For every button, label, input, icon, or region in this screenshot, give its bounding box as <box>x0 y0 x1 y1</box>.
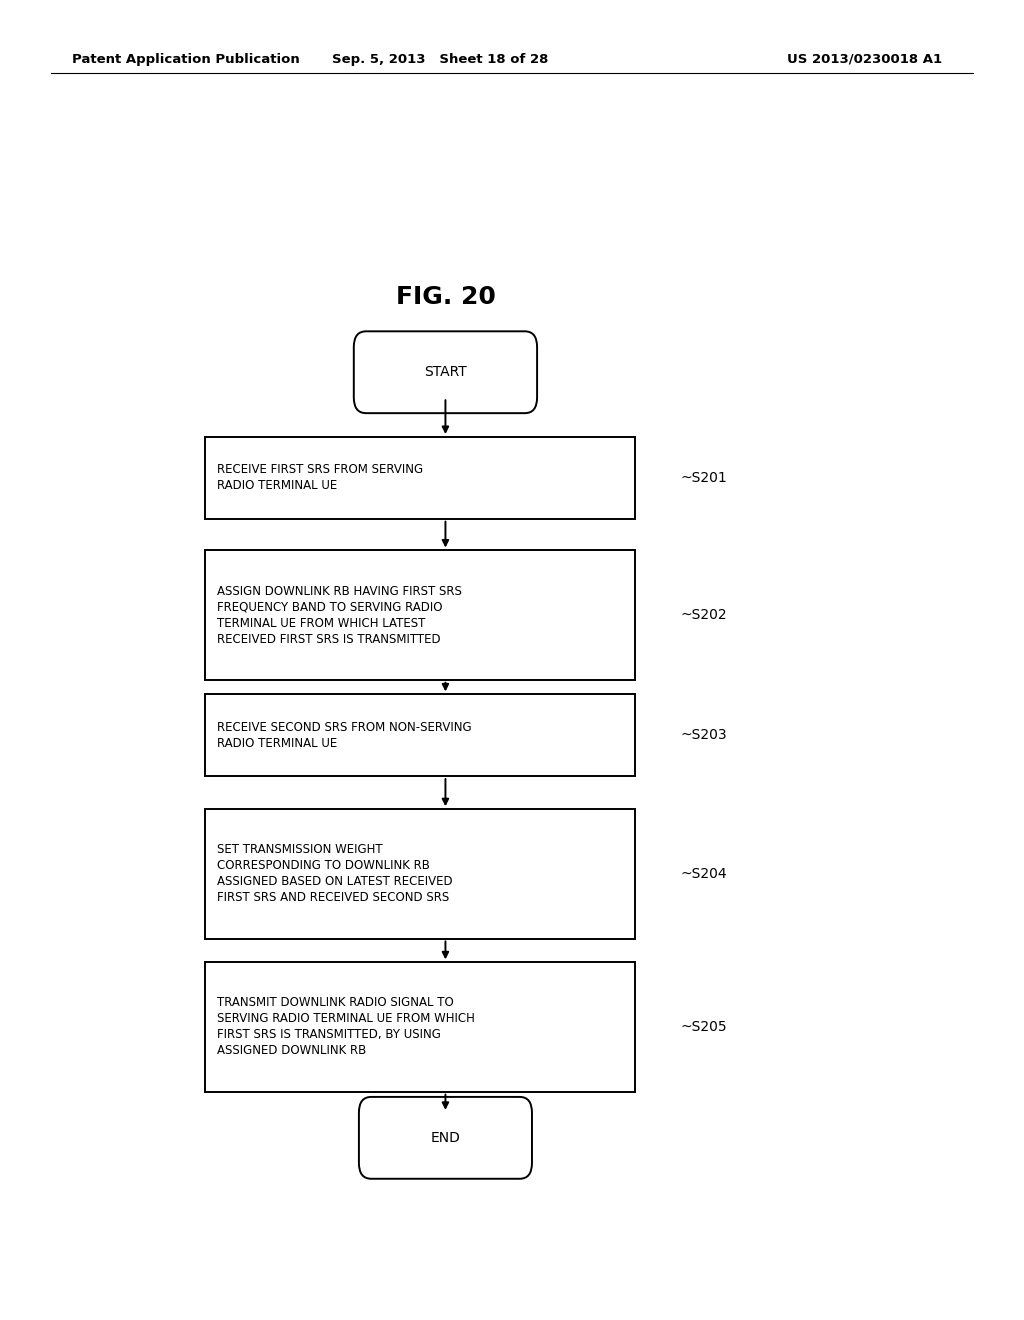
FancyBboxPatch shape <box>205 694 635 776</box>
Text: END: END <box>430 1131 461 1144</box>
Text: ~S205: ~S205 <box>681 1020 728 1034</box>
Text: TRANSMIT DOWNLINK RADIO SIGNAL TO
SERVING RADIO TERMINAL UE FROM WHICH
FIRST SRS: TRANSMIT DOWNLINK RADIO SIGNAL TO SERVIN… <box>217 997 475 1057</box>
Text: Sep. 5, 2013   Sheet 18 of 28: Sep. 5, 2013 Sheet 18 of 28 <box>332 53 549 66</box>
Text: ~S202: ~S202 <box>681 609 728 622</box>
Text: ~S203: ~S203 <box>681 729 728 742</box>
FancyBboxPatch shape <box>354 331 537 413</box>
FancyBboxPatch shape <box>205 962 635 1092</box>
Text: ~S201: ~S201 <box>681 471 728 484</box>
FancyBboxPatch shape <box>205 550 635 680</box>
Text: RECEIVE SECOND SRS FROM NON-SERVING
RADIO TERMINAL UE: RECEIVE SECOND SRS FROM NON-SERVING RADI… <box>217 721 472 750</box>
FancyBboxPatch shape <box>358 1097 532 1179</box>
Text: START: START <box>424 366 467 379</box>
FancyBboxPatch shape <box>205 437 635 519</box>
Text: SET TRANSMISSION WEIGHT
CORRESPONDING TO DOWNLINK RB
ASSIGNED BASED ON LATEST RE: SET TRANSMISSION WEIGHT CORRESPONDING TO… <box>217 843 453 904</box>
Text: Patent Application Publication: Patent Application Publication <box>72 53 299 66</box>
Text: RECEIVE FIRST SRS FROM SERVING
RADIO TERMINAL UE: RECEIVE FIRST SRS FROM SERVING RADIO TER… <box>217 463 423 492</box>
FancyBboxPatch shape <box>205 809 635 939</box>
Text: US 2013/0230018 A1: US 2013/0230018 A1 <box>787 53 942 66</box>
Text: ASSIGN DOWNLINK RB HAVING FIRST SRS
FREQUENCY BAND TO SERVING RADIO
TERMINAL UE : ASSIGN DOWNLINK RB HAVING FIRST SRS FREQ… <box>217 585 462 645</box>
Text: ~S204: ~S204 <box>681 867 728 880</box>
Text: FIG. 20: FIG. 20 <box>395 285 496 309</box>
